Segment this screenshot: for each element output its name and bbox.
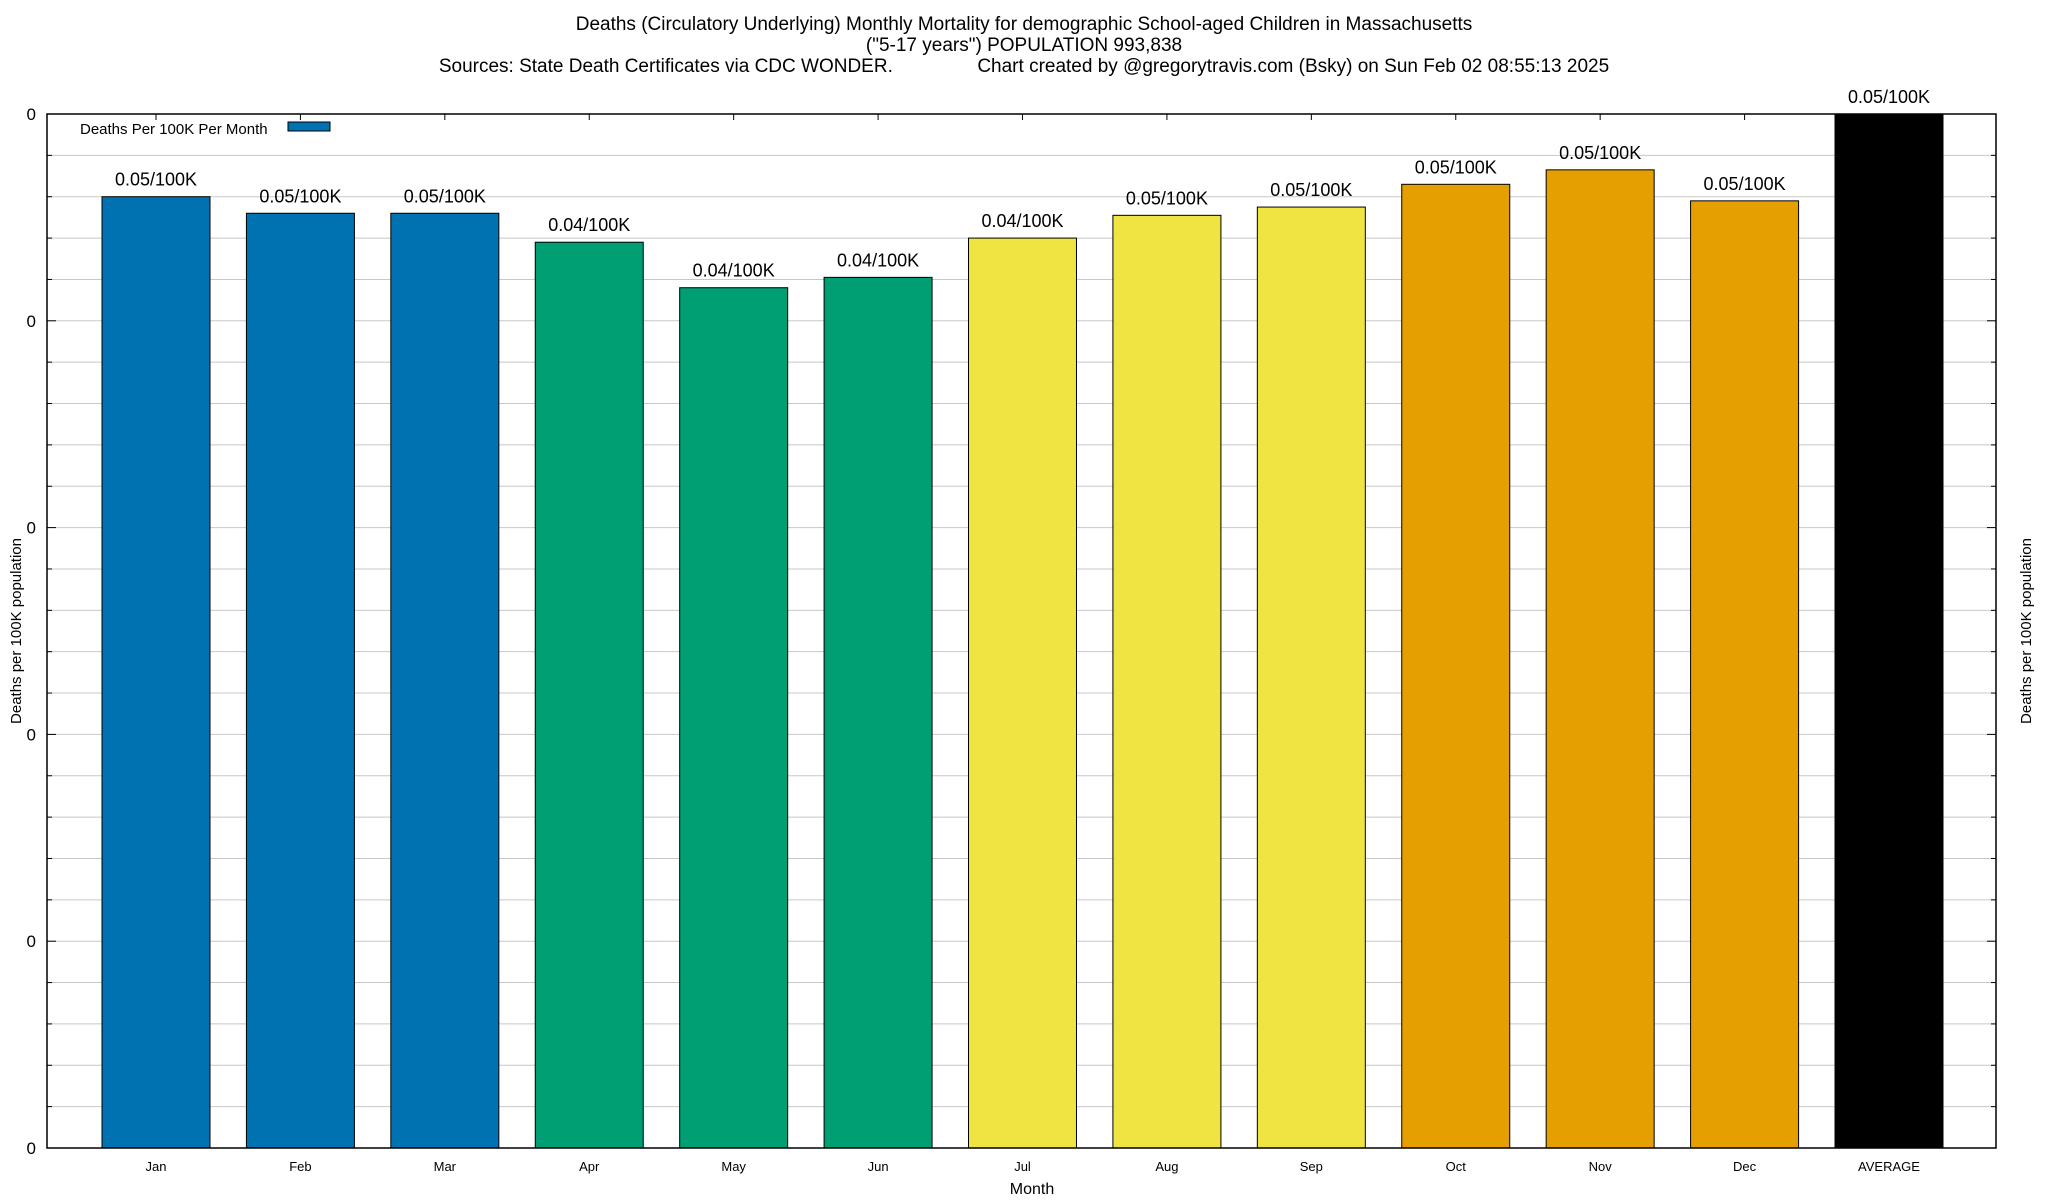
bar-jun: [823, 276, 933, 1149]
bar-sep: [1256, 206, 1366, 1149]
y-tick-label: 0: [27, 1139, 36, 1158]
bar-value-label: 0.05/100K: [1704, 174, 1786, 194]
x-tick-label: Mar: [434, 1159, 457, 1174]
axes: [46, 113, 1997, 1149]
plot-frame: [46, 113, 1997, 1149]
x-tick-label: May: [721, 1159, 746, 1174]
x-tick-label: Apr: [579, 1159, 600, 1174]
y-axis-title-left: Deaths per 100K population: [8, 538, 25, 724]
x-tick-label: AVERAGE: [1858, 1159, 1920, 1174]
bar-value-label: 0.04/100K: [693, 261, 775, 281]
x-tick-label: Dec: [1733, 1159, 1757, 1174]
bar-value-labels: 0.05/100K 0.05/100K 0.05/100K 0.04/100K 0.04…: [115, 87, 1930, 281]
x-tick-labels: Jan Feb Mar Apr May Jun Jul Aug Sep Oct Nov Dec AVER…: [146, 1159, 1921, 1174]
chart-subtitle: ("5-17 years") POPULATION 993,838: [865, 35, 1183, 56]
chart-title-block: Deaths (Circulatory Underlying) Monthly …: [0, 14, 2048, 77]
chart-title: Deaths (Circulatory Underlying) Monthly …: [575, 14, 1473, 35]
bar-aug: [1112, 214, 1222, 1149]
bar-may: [679, 287, 789, 1149]
bar-mar: [390, 212, 500, 1149]
x-tick-label: Aug: [1155, 1159, 1178, 1174]
y-tick-label: 0: [27, 725, 36, 744]
bar-dec: [1690, 200, 1800, 1149]
bar-value-label: 0.04/100K: [981, 211, 1063, 231]
bar-value-label: 0.05/100K: [1848, 87, 1930, 107]
bar-average: [1834, 113, 1944, 1149]
bars: [101, 113, 1944, 1149]
x-tick-label: Nov: [1589, 1159, 1613, 1174]
bar-nov: [1545, 169, 1655, 1149]
bar-jan: [101, 196, 211, 1149]
bar-oct: [1401, 183, 1511, 1149]
y-tick-label: 0: [27, 312, 36, 331]
legend-label: Deaths Per 100K Per Month: [80, 121, 268, 138]
x-axis-title: Month: [1010, 1181, 1054, 1198]
source-line: Sources: State Death Certificates via CD…: [438, 56, 893, 77]
x-tick-label: Sep: [1300, 1159, 1323, 1174]
bar-feb: [245, 212, 355, 1149]
credit-line: Chart created by @gregorytravis.com (Bsk…: [977, 56, 1610, 77]
x-tick-label: Oct: [1446, 1159, 1467, 1174]
y-tick-labels: 0 0 0 0 0 0: [27, 105, 36, 1158]
legend: Deaths Per 100K Per Month: [80, 121, 331, 138]
legend-swatch: [287, 121, 331, 132]
x-tick-label: Jun: [868, 1159, 889, 1174]
y-tick-label: 0: [27, 932, 36, 951]
bar-value-label: 0.04/100K: [837, 250, 919, 270]
bar-value-label: 0.05/100K: [1559, 143, 1641, 163]
bar-value-label: 0.04/100K: [548, 215, 630, 235]
x-tick-label: Feb: [289, 1159, 311, 1174]
bar-value-label: 0.05/100K: [259, 186, 341, 206]
bar-value-label: 0.05/100K: [115, 170, 197, 190]
bar-value-label: 0.05/100K: [1415, 157, 1497, 177]
bar-apr: [534, 241, 644, 1149]
y-tick-label: 0: [27, 519, 36, 538]
bar-value-label: 0.05/100K: [404, 186, 486, 206]
bar-value-label: 0.05/100K: [1126, 188, 1208, 208]
x-tick-label: Jul: [1014, 1159, 1031, 1174]
x-tick-label: Jan: [146, 1159, 167, 1174]
y-tick-label: 0: [27, 105, 36, 124]
chart-source-credit: Sources: State Death Certificates via CD…: [0, 56, 2048, 77]
bar-value-label: 0.05/100K: [1270, 180, 1352, 200]
bar-jul: [968, 237, 1077, 1149]
y-axis-title-right: Deaths per 100K population: [2018, 538, 2035, 724]
